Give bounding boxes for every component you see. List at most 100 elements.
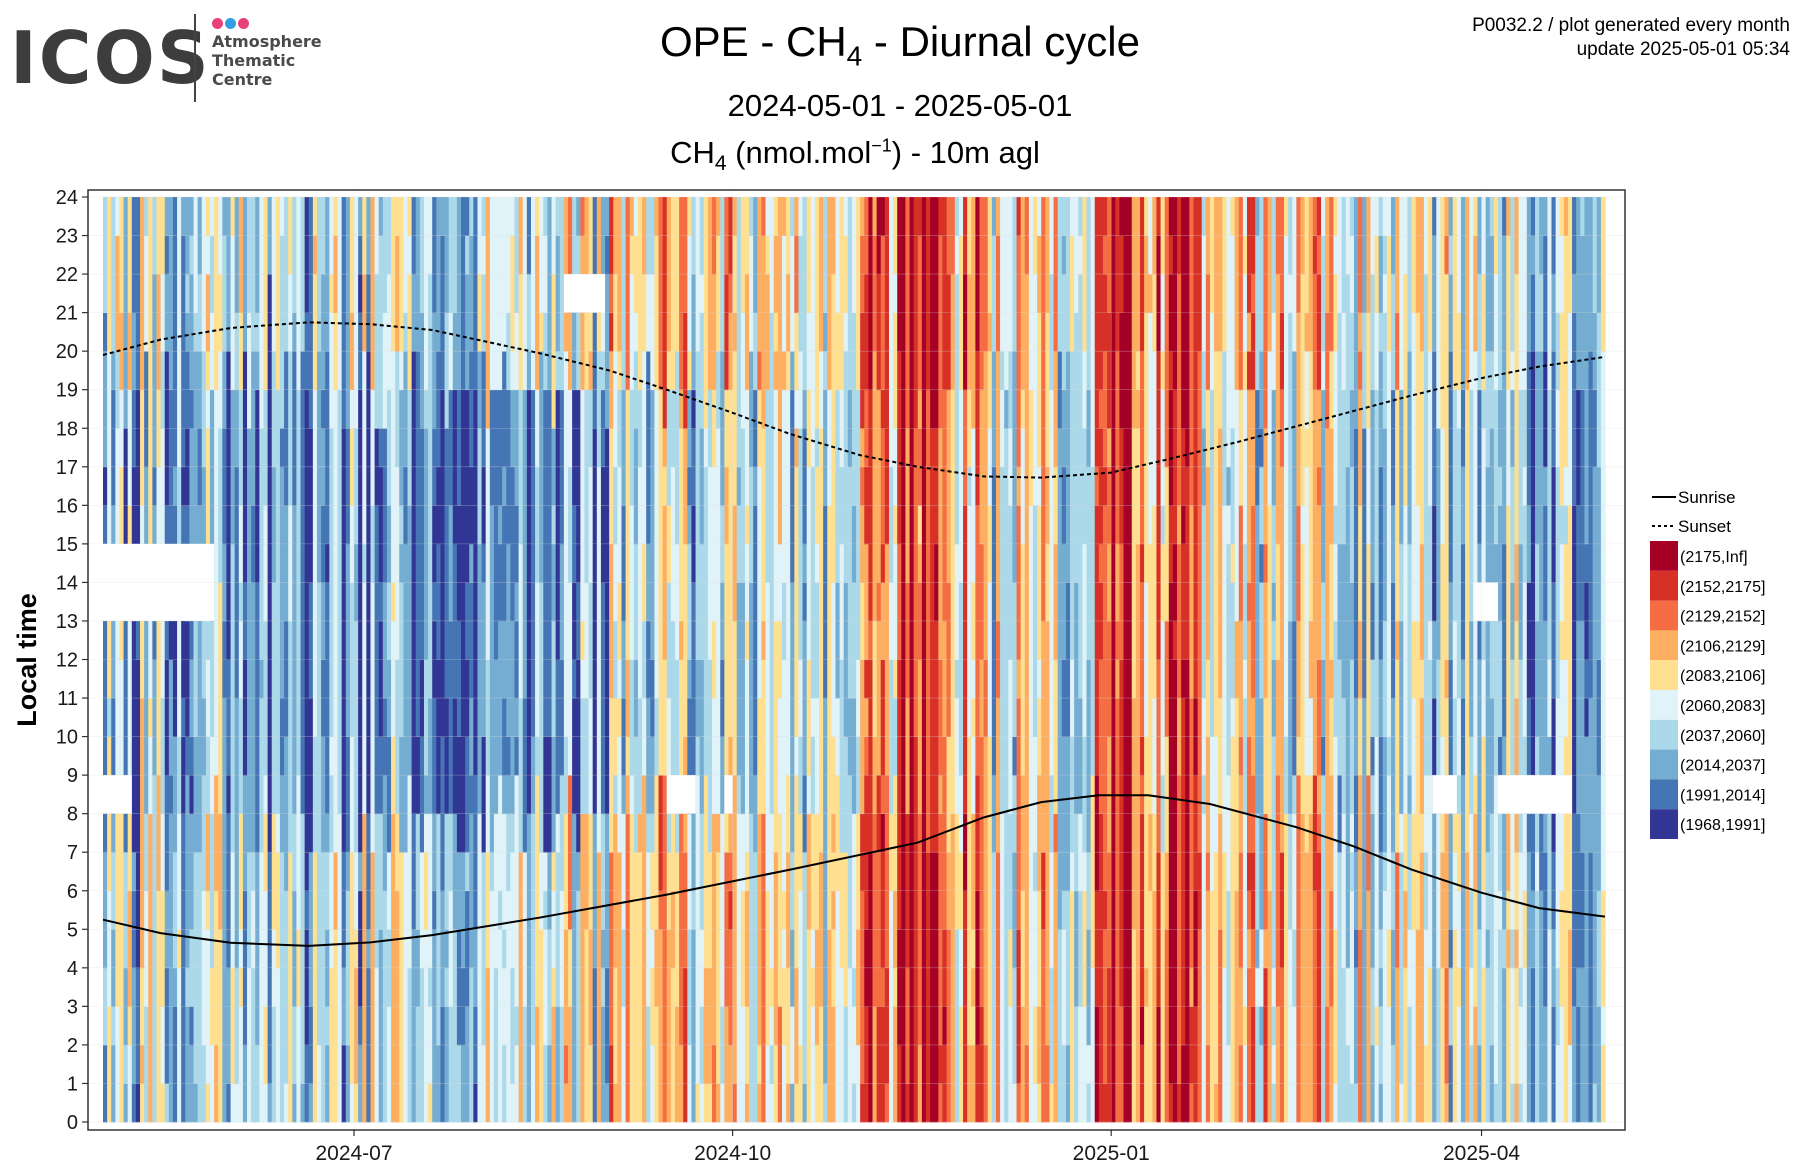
- heatmap-cell: [1436, 967, 1441, 1046]
- heatmap-cell: [864, 197, 870, 275]
- heatmap-cell: [621, 813, 627, 892]
- heatmap-cell: [650, 620, 656, 660]
- heatmap-cell: [868, 852, 874, 969]
- heatmap-cell: [938, 428, 944, 545]
- heatmap-cell: [670, 775, 676, 892]
- heatmap-cell: [1304, 351, 1310, 429]
- heatmap-cell: [1448, 698, 1454, 737]
- heatmap-cell: [308, 428, 314, 468]
- heatmap-cell: [773, 235, 779, 275]
- heatmap-cell: [1337, 389, 1343, 429]
- heatmap-cell: [469, 466, 474, 545]
- heatmap-cell: [794, 543, 800, 583]
- heatmap-cell: [1481, 890, 1487, 969]
- heatmap-cell: [1065, 1083, 1071, 1123]
- heatmap-cell: [263, 1006, 269, 1084]
- heatmap-cell: [921, 852, 927, 969]
- heatmap-cell: [1238, 505, 1244, 622]
- heatmap-cell: [279, 351, 285, 429]
- heatmap-cell: [971, 929, 976, 969]
- heatmap-cell: [1374, 389, 1380, 506]
- heatmap-cell: [1469, 813, 1474, 892]
- heatmap-cell: [831, 813, 837, 853]
- heatmap-cell: [197, 197, 203, 275]
- heatmap-cell: [1189, 620, 1195, 660]
- heatmap-cell: [1473, 466, 1479, 545]
- heatmap-cell: [547, 505, 553, 622]
- heatmap-cell: [662, 1006, 668, 1123]
- heatmap-cell: [1366, 620, 1372, 737]
- heatmap-cell: [609, 967, 614, 1046]
- heatmap-cell: [1522, 351, 1528, 391]
- heatmap-cell: [1539, 235, 1544, 275]
- heatmap-cell: [1024, 274, 1030, 391]
- heatmap-cell: [1510, 312, 1516, 352]
- heatmap-cell: [806, 543, 812, 660]
- heatmap-cell: [716, 428, 721, 468]
- heatmap-cell: [1045, 312, 1051, 352]
- heatmap-cell: [707, 1083, 713, 1123]
- heatmap-cell: [1094, 274, 1100, 352]
- heatmap-cell: [637, 466, 643, 583]
- heatmap-cell: [1061, 1083, 1067, 1123]
- heatmap-cell: [1395, 1006, 1400, 1123]
- heatmap-cell: [1403, 197, 1409, 275]
- heatmap-cell: [831, 1006, 837, 1123]
- heatmap-cell: [543, 736, 549, 853]
- heatmap-cell: [773, 505, 779, 583]
- heatmap-cell: [1588, 582, 1594, 699]
- heatmap-cell: [864, 543, 870, 660]
- heatmap-cell: [181, 736, 186, 815]
- heatmap-cell: [1543, 620, 1548, 660]
- heatmap-cell: [670, 967, 676, 1007]
- heatmap-cell: [374, 197, 380, 236]
- heatmap-cell: [362, 582, 367, 660]
- heatmap-cell: [1592, 235, 1598, 314]
- heatmap-cell: [1065, 505, 1071, 583]
- heatmap-cell: [1246, 351, 1252, 391]
- heatmap-cell: [720, 312, 725, 352]
- heatmap-cell: [502, 1044, 507, 1123]
- heatmap-cell: [802, 852, 808, 969]
- heatmap-cell: [370, 235, 376, 314]
- heatmap-cell: [1004, 543, 1009, 583]
- heatmap-cell: [1403, 698, 1409, 737]
- heatmap-cell: [1469, 967, 1474, 1046]
- heatmap-cell: [967, 274, 972, 314]
- heatmap-cell: [1300, 389, 1306, 506]
- heatmap-cell: [613, 813, 618, 853]
- heatmap-cell: [1230, 428, 1236, 545]
- heatmap-cell: [596, 698, 602, 737]
- heatmap-cell: [872, 582, 878, 622]
- heatmap-cell: [1028, 620, 1034, 660]
- heatmap-cell: [399, 620, 404, 660]
- heatmap-cell: [1226, 890, 1232, 1007]
- heatmap-cell: [444, 813, 450, 892]
- heatmap-cell: [646, 197, 651, 275]
- heatmap-cell: [209, 736, 215, 815]
- heatmap-cell: [1341, 235, 1347, 314]
- heatmap-cell: [378, 698, 384, 737]
- heatmap-cell: [461, 197, 466, 275]
- heatmap-cell: [1000, 235, 1005, 352]
- heatmap-cell: [1028, 813, 1034, 930]
- heatmap-cell: [703, 1083, 709, 1123]
- heatmap-cell: [1148, 813, 1153, 892]
- heatmap-cell: [1259, 428, 1265, 468]
- heatmap-cell: [325, 1006, 330, 1046]
- heatmap-cell: [1312, 389, 1318, 468]
- heatmap-cell: [522, 852, 528, 930]
- heatmap-cell: [391, 620, 396, 737]
- heatmap-cell: [271, 197, 277, 314]
- heatmap-cell: [514, 582, 520, 622]
- heatmap-cell: [1399, 890, 1404, 1007]
- heatmap-cell: [1353, 543, 1359, 660]
- heatmap-cell: [333, 389, 339, 506]
- heatmap-cell: [271, 312, 277, 352]
- heatmap-cell: [843, 351, 849, 468]
- heatmap-cell: [1526, 929, 1532, 969]
- heatmap-cell: [1144, 351, 1149, 468]
- heatmap-cell: [963, 505, 968, 583]
- heatmap-cell: [1102, 1006, 1108, 1084]
- heatmap-cell: [876, 1006, 882, 1123]
